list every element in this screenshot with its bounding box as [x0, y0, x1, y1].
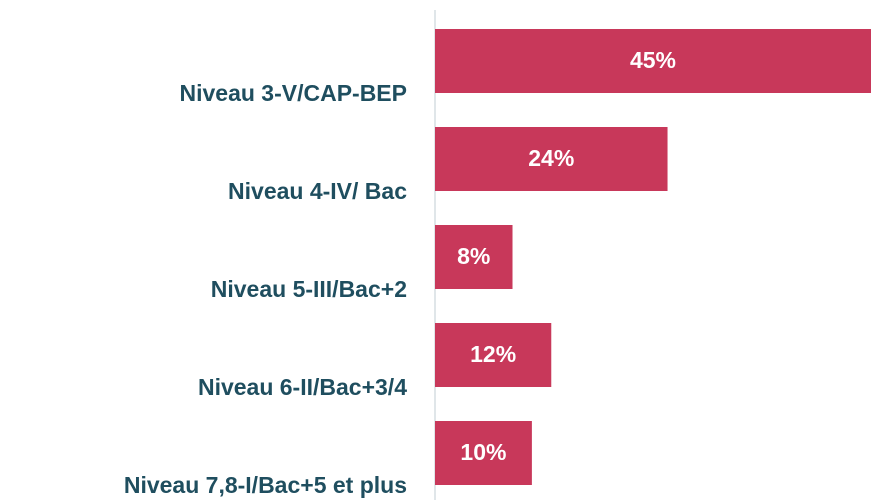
- value-label: 10%: [460, 439, 506, 465]
- value-label: 8%: [457, 243, 490, 269]
- bar: [435, 323, 552, 387]
- category-label: Niveau 3-V/CAP-BEP: [179, 80, 407, 106]
- category-label: Niveau 4-IV/ Bac: [228, 178, 407, 204]
- value-label: 12%: [470, 341, 516, 367]
- value-label: 45%: [630, 47, 676, 73]
- bar: [435, 225, 513, 289]
- value-label: 24%: [528, 145, 574, 171]
- bar: [435, 127, 668, 191]
- category-label: Niveau 7,8-I/Bac+5 et plus: [124, 472, 407, 498]
- category-label: Niveau 5-III/Bac+2: [211, 276, 407, 302]
- category-label: Niveau 6-II/Bac+3/4: [198, 374, 407, 400]
- bar: [435, 421, 532, 485]
- bar: [435, 29, 871, 93]
